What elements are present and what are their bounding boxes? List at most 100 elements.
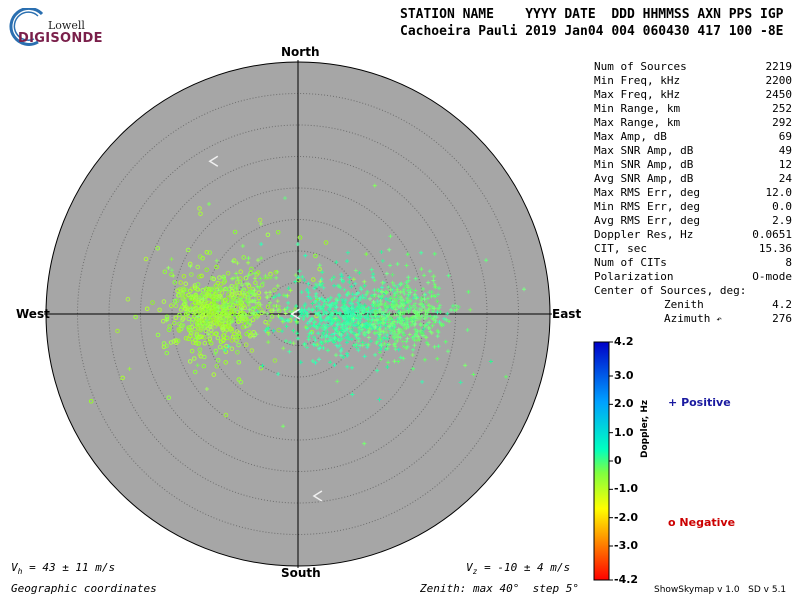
source-point-positive [340, 297, 345, 302]
source-point-negative [199, 299, 204, 304]
source-point-positive [291, 328, 296, 333]
source-point-negative [236, 342, 241, 348]
source-point-positive [333, 300, 338, 305]
source-point-negative [265, 232, 271, 238]
stat-row: Zenith 4.2 [594, 298, 792, 312]
source-point-positive [433, 284, 438, 289]
colorbar-tick-label: -3.0 [614, 539, 639, 552]
stat-label: Max SNR Amp, dB [594, 144, 694, 157]
source-point-negative [223, 412, 229, 418]
source-point-positive [387, 247, 392, 252]
source-point-positive [287, 349, 292, 354]
source-point-positive [384, 290, 389, 295]
stat-value: 12.0 [765, 186, 793, 199]
source-point-positive [449, 307, 454, 312]
source-point-positive [266, 330, 270, 335]
source-point-negative [199, 334, 204, 340]
source-point-positive [450, 304, 455, 308]
stat-label: Min SNR Amp, dB [594, 158, 694, 171]
source-point-positive [415, 311, 420, 316]
source-point-negative [200, 324, 206, 329]
source-point-negative [187, 359, 193, 364]
source-point-positive [335, 379, 340, 384]
source-point-negative [238, 269, 243, 275]
source-point-positive [371, 322, 375, 327]
source-point-positive [422, 324, 427, 329]
source-point-positive [345, 250, 350, 255]
source-point-positive [339, 277, 344, 282]
source-point-positive [381, 310, 386, 315]
source-point-negative [242, 305, 248, 311]
stat-value: 292 [772, 116, 792, 129]
source-point-positive [410, 353, 415, 357]
source-point-positive [402, 326, 406, 331]
source-point-positive [422, 292, 427, 297]
source-point-positive [277, 293, 282, 297]
source-point-positive [349, 337, 354, 342]
source-point-positive [324, 333, 329, 338]
source-point-positive [412, 292, 417, 297]
colorbar-tick-label: -4.2 [614, 573, 639, 586]
source-point-negative [218, 339, 224, 345]
source-point-negative [214, 364, 220, 369]
stat-value: 2200 [765, 74, 793, 87]
source-point-positive [299, 290, 304, 295]
source-point-positive [380, 293, 385, 298]
source-point-positive [274, 275, 279, 280]
west-label: West [16, 307, 50, 321]
source-point-positive [367, 327, 372, 331]
source-point-negative [215, 308, 220, 313]
logo-lowell-text: Lowell [48, 19, 85, 32]
source-point-positive [380, 280, 385, 285]
source-point-positive [423, 309, 428, 314]
source-point-positive [258, 221, 263, 226]
source-point-negative [188, 333, 193, 339]
source-point-positive [378, 350, 382, 355]
source-point-positive [281, 424, 286, 429]
source-point-positive [339, 353, 343, 358]
source-point-positive [288, 288, 293, 293]
source-point-positive [407, 332, 412, 337]
source-point-positive [389, 315, 393, 320]
source-point-positive [222, 276, 226, 281]
legend-negative: o Negative [668, 516, 735, 529]
source-point-negative [201, 291, 206, 296]
source-point-positive [409, 323, 414, 328]
source-point-positive [258, 276, 263, 281]
source-point-negative [201, 319, 206, 324]
source-point-positive [408, 299, 413, 304]
source-point-positive [370, 317, 375, 322]
source-point-positive [244, 281, 249, 286]
source-point-positive [246, 260, 251, 265]
source-point-positive [350, 392, 355, 397]
source-point-positive [293, 279, 298, 284]
source-point-positive [384, 296, 389, 301]
source-point-negative [180, 323, 186, 328]
source-point-positive [373, 324, 378, 329]
source-point-positive [246, 321, 251, 325]
source-point-positive [316, 331, 321, 336]
source-point-positive [307, 319, 312, 324]
source-point-positive [371, 299, 376, 304]
source-point-negative [223, 323, 229, 329]
source-point-positive [416, 334, 421, 339]
source-point-negative [197, 274, 202, 279]
source-point-positive [206, 332, 211, 337]
source-point-positive [377, 332, 382, 337]
source-point-positive [358, 318, 363, 323]
source-point-positive [484, 258, 489, 263]
source-point-positive [327, 335, 332, 340]
source-point-negative [220, 333, 226, 339]
source-point-positive [419, 296, 424, 300]
source-point-negative [188, 296, 194, 302]
source-point-positive [235, 283, 240, 288]
source-point-positive [276, 314, 281, 318]
source-point-positive [246, 256, 251, 261]
stat-row: Doppler Res, Hz 0.0651 [594, 228, 792, 242]
source-point-positive [318, 316, 322, 320]
source-point-positive [380, 285, 384, 290]
source-point-positive [401, 344, 406, 349]
source-point-negative [263, 319, 268, 325]
source-point-positive [400, 330, 405, 335]
